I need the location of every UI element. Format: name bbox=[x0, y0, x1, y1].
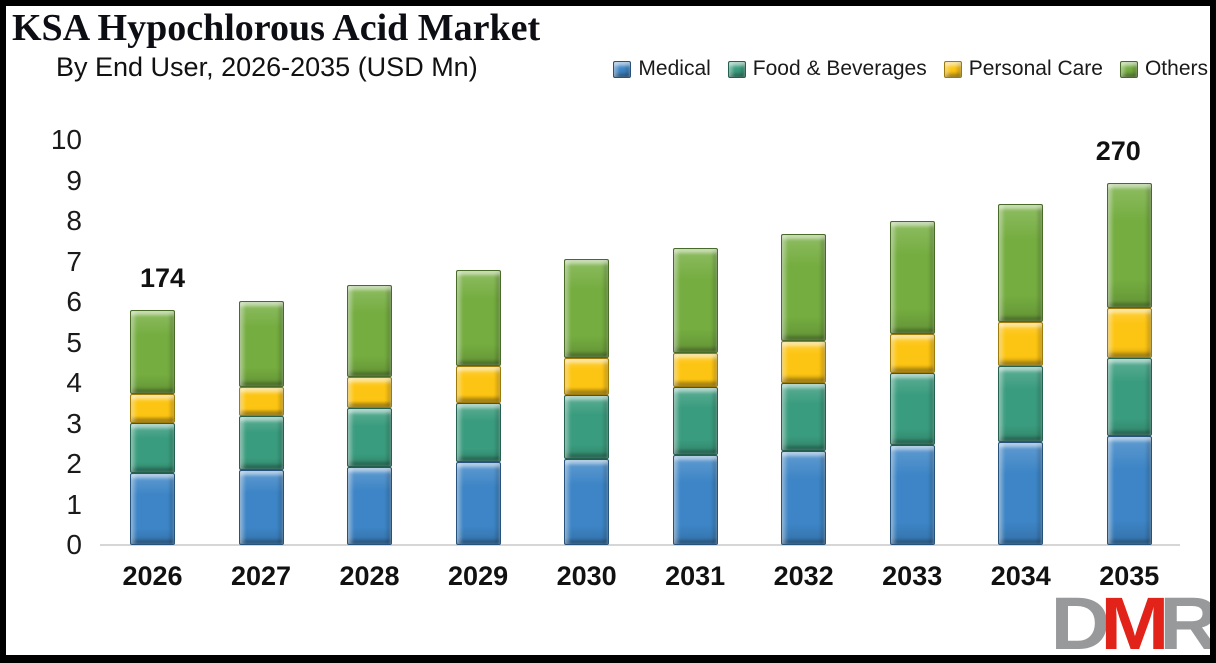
bar-segment-food-beverages-2026 bbox=[130, 422, 175, 474]
bar-segment-medical-2027 bbox=[238, 470, 284, 545]
bar-segment-personal-care-2033 bbox=[889, 333, 935, 374]
x-axis-label-2030: 2030 bbox=[556, 561, 617, 591]
y-axis-tick-label: 0 bbox=[66, 529, 82, 560]
bar-segment-others-2032 bbox=[781, 234, 827, 342]
legend-label-food-beverages: Food & Beverages bbox=[752, 57, 927, 80]
y-axis-tick-label: 8 bbox=[66, 205, 82, 236]
y-axis-tick-label: 1 bbox=[66, 488, 82, 520]
bar-segment-food-beverages-2028 bbox=[347, 408, 393, 467]
x-axis-label-2032: 2032 bbox=[773, 561, 834, 591]
legend-label-medical: Medical bbox=[638, 57, 711, 80]
bar-segment-food-beverages-2030 bbox=[564, 395, 610, 459]
bar-segment-food-beverages-2034 bbox=[998, 365, 1044, 442]
bar-segment-food-beverages-2033 bbox=[889, 373, 935, 446]
bar-segment-personal-care-2031 bbox=[672, 352, 718, 388]
legend-swatch-medical-icon bbox=[613, 60, 632, 78]
legend-item-personal-care: Personal Care bbox=[943, 57, 1103, 81]
bar-segment-medical-2033 bbox=[889, 445, 935, 545]
bar-segment-medical-2032 bbox=[781, 451, 827, 545]
bar-segment-medical-2034 bbox=[998, 441, 1044, 545]
logo-letter-r: R bbox=[1159, 582, 1216, 663]
bar-segment-personal-care-2027 bbox=[238, 387, 284, 417]
bar-segment-personal-care-2029 bbox=[455, 365, 501, 404]
bar-segment-others-2028 bbox=[347, 284, 393, 377]
y-axis-tick-label: 10 bbox=[50, 124, 82, 155]
bar-segment-food-beverages-2031 bbox=[672, 387, 718, 455]
bar-segment-others-2026 bbox=[130, 310, 175, 394]
logo-letter-m: M bbox=[1100, 582, 1170, 663]
y-axis-tick-label: 9 bbox=[66, 164, 82, 196]
bar-segment-others-2029 bbox=[455, 270, 501, 366]
y-axis-tick-label: 6 bbox=[66, 286, 82, 317]
legend-item-medical: Medical bbox=[613, 57, 711, 81]
bar-segment-others-2035 bbox=[1106, 182, 1152, 309]
bar-segment-personal-care-2026 bbox=[130, 393, 175, 423]
x-axis-label-2031: 2031 bbox=[665, 561, 726, 591]
bar-segment-personal-care-2032 bbox=[781, 341, 827, 383]
x-axis-label-2033: 2033 bbox=[882, 561, 943, 591]
page-title: KSA Hypochlorous Acid Market bbox=[12, 7, 541, 49]
legend-item-food-beverages: Food & Beverages bbox=[727, 57, 927, 81]
x-axis-label-2035: 2035 bbox=[1099, 561, 1160, 591]
y-axis-tick-label: 2 bbox=[66, 448, 82, 479]
legend-item-others: Others bbox=[1119, 57, 1208, 81]
bar-segment-others-2031 bbox=[672, 248, 718, 353]
x-axis-label-2034: 2034 bbox=[990, 561, 1051, 591]
bar-segment-medical-2030 bbox=[564, 458, 610, 545]
bar-segment-medical-2026 bbox=[130, 473, 175, 545]
bar-segment-food-beverages-2035 bbox=[1106, 358, 1152, 437]
bar-segment-others-2030 bbox=[564, 258, 610, 359]
legend-swatch-food-beverages-icon bbox=[727, 60, 746, 78]
bar-total-label-2035: 270 bbox=[1095, 135, 1141, 166]
legend-label-others: Others bbox=[1144, 57, 1208, 80]
x-axis-label-2029: 2029 bbox=[448, 561, 509, 591]
bar-segment-others-2027 bbox=[238, 301, 284, 388]
bar-segment-personal-care-2028 bbox=[347, 376, 393, 409]
bar-segment-medical-2035 bbox=[1106, 436, 1152, 545]
x-axis-label-2026: 2026 bbox=[122, 561, 183, 591]
x-axis-label-2028: 2028 bbox=[339, 561, 400, 591]
bar-segment-medical-2029 bbox=[455, 461, 501, 545]
logo-letter-d: D bbox=[1050, 582, 1111, 663]
bar-segment-others-2034 bbox=[998, 204, 1044, 323]
bar-segment-personal-care-2030 bbox=[564, 358, 610, 396]
bar-segment-medical-2028 bbox=[347, 466, 393, 545]
bar-segment-personal-care-2035 bbox=[1106, 308, 1152, 359]
legend-label-personal-care: Personal Care bbox=[968, 57, 1103, 80]
bar-segment-medical-2031 bbox=[672, 454, 718, 545]
y-axis-tick-label: 5 bbox=[66, 326, 82, 358]
legend-swatch-others-icon bbox=[1119, 60, 1138, 78]
x-axis-line bbox=[100, 544, 1180, 546]
x-axis-label-2027: 2027 bbox=[230, 561, 292, 591]
bar-segment-food-beverages-2032 bbox=[781, 383, 827, 452]
y-axis-tick-label: 4 bbox=[66, 367, 82, 398]
bar-segment-food-beverages-2029 bbox=[455, 403, 501, 462]
bar-segment-personal-care-2034 bbox=[998, 322, 1044, 366]
y-axis-tick-label: 3 bbox=[66, 407, 82, 439]
bar-segment-food-beverages-2027 bbox=[238, 416, 284, 471]
bar-segment-others-2033 bbox=[889, 221, 935, 334]
legend-swatch-personal-care-icon bbox=[943, 60, 962, 78]
page-subtitle: By End User, 2026-2035 (USD Mn) bbox=[56, 52, 478, 82]
y-axis-tick-label: 7 bbox=[66, 245, 82, 277]
legend: Medical Food & Beverages Personal Care Othe… bbox=[613, 52, 1208, 86]
bar-total-label-2026: 174 bbox=[139, 263, 186, 294]
